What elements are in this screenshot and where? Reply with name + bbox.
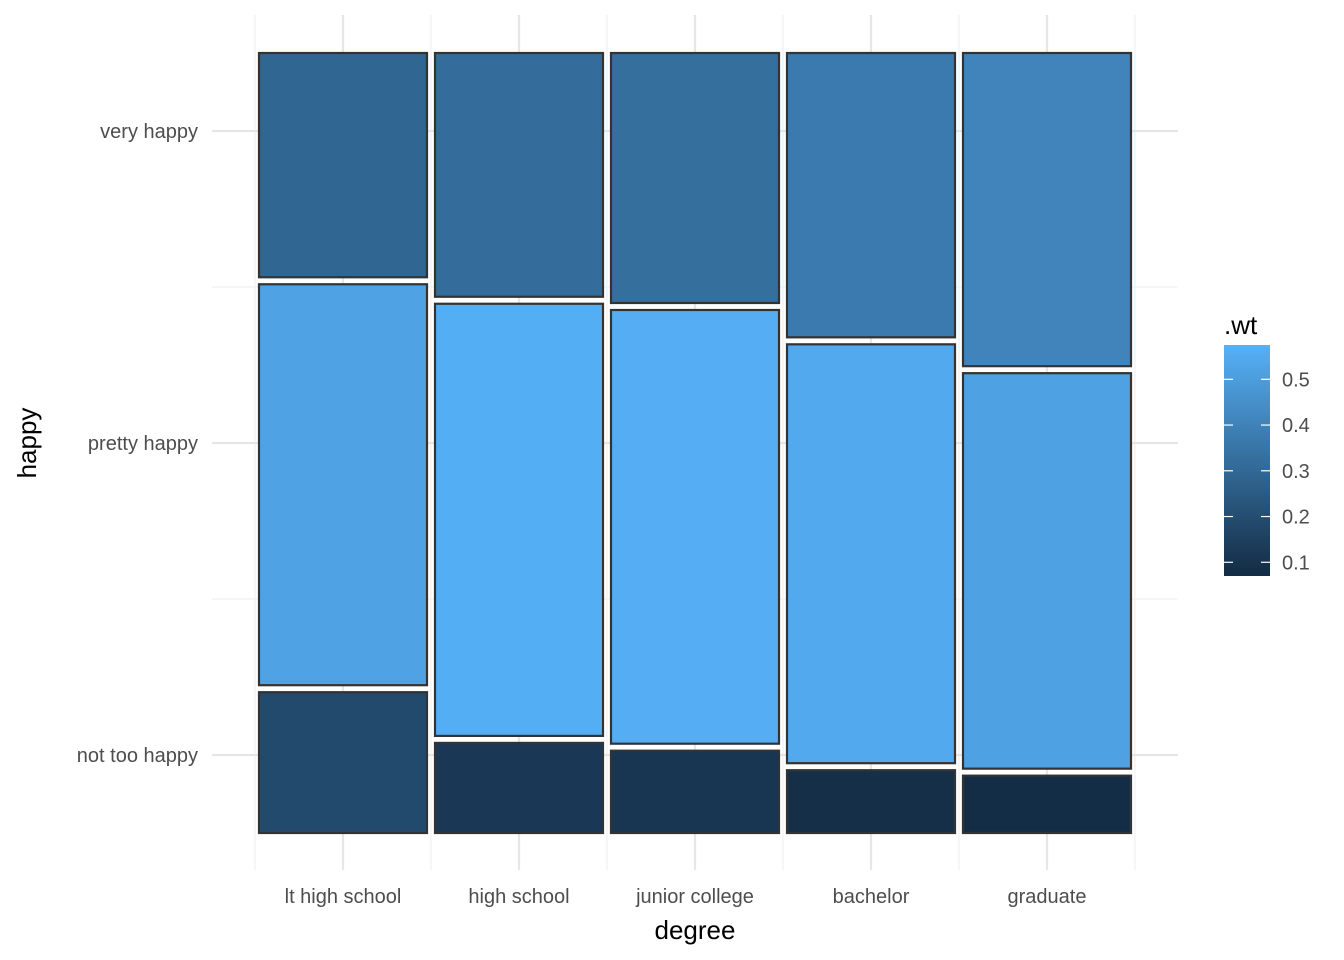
- tile-lt-high-school-pretty-happy: [257, 283, 429, 687]
- mosaic-tiles: [257, 51, 1133, 835]
- legend-tick-label-3: 0.4: [1282, 415, 1310, 437]
- tile-junior-college-very-happy: [609, 51, 781, 305]
- tile-lt-high-school-very-happy: [257, 51, 429, 279]
- x-tick-label-high-school: high school: [468, 886, 569, 908]
- x-axis-title: degree: [655, 915, 736, 945]
- tile-bachelor-not-too-happy: [785, 769, 957, 835]
- tile-high-school-pretty-happy: [433, 302, 605, 738]
- y-tick-label-very-happy: very happy: [100, 121, 198, 143]
- tile-graduate-not-too-happy: [961, 774, 1133, 835]
- y-axis-title: happy: [12, 408, 42, 479]
- legend-tick-label-1: 0.2: [1282, 507, 1310, 529]
- x-tick-label-bachelor: bachelor: [833, 886, 910, 908]
- x-axis-ticks: lt high school high school junior college b…: [285, 886, 1087, 908]
- tile-lt-high-school-not-too-happy: [257, 691, 429, 835]
- tile-junior-college-not-too-happy: [609, 749, 781, 835]
- x-tick-label-graduate: graduate: [1008, 886, 1087, 908]
- y-tick-label-not-too-happy: not too happy: [77, 745, 198, 767]
- color-legend: .wt 0.1 0.2 0.3 0.4 0.5: [1224, 310, 1310, 576]
- tile-graduate-pretty-happy: [961, 372, 1133, 770]
- legend-colorbar: [1224, 345, 1270, 576]
- tile-bachelor-pretty-happy: [785, 343, 957, 765]
- legend-title: .wt: [1224, 310, 1258, 340]
- tile-graduate-very-happy: [961, 51, 1133, 368]
- tile-high-school-not-too-happy: [433, 741, 605, 835]
- y-tick-label-pretty-happy: pretty happy: [88, 433, 198, 455]
- x-tick-label-lt-high-school: lt high school: [285, 886, 402, 908]
- legend-tick-label-4: 0.5: [1282, 369, 1310, 391]
- y-axis-ticks: not too happy pretty happy very happy: [77, 121, 198, 767]
- legend-tick-label-2: 0.3: [1282, 461, 1310, 483]
- legend-tick-label-0: 0.1: [1282, 552, 1310, 574]
- tile-bachelor-very-happy: [785, 51, 957, 339]
- x-tick-label-junior-college: junior college: [635, 886, 754, 908]
- tile-junior-college-pretty-happy: [609, 308, 781, 745]
- legend-ticks: 0.1 0.2 0.3 0.4 0.5: [1224, 369, 1310, 574]
- tile-high-school-very-happy: [433, 51, 605, 298]
